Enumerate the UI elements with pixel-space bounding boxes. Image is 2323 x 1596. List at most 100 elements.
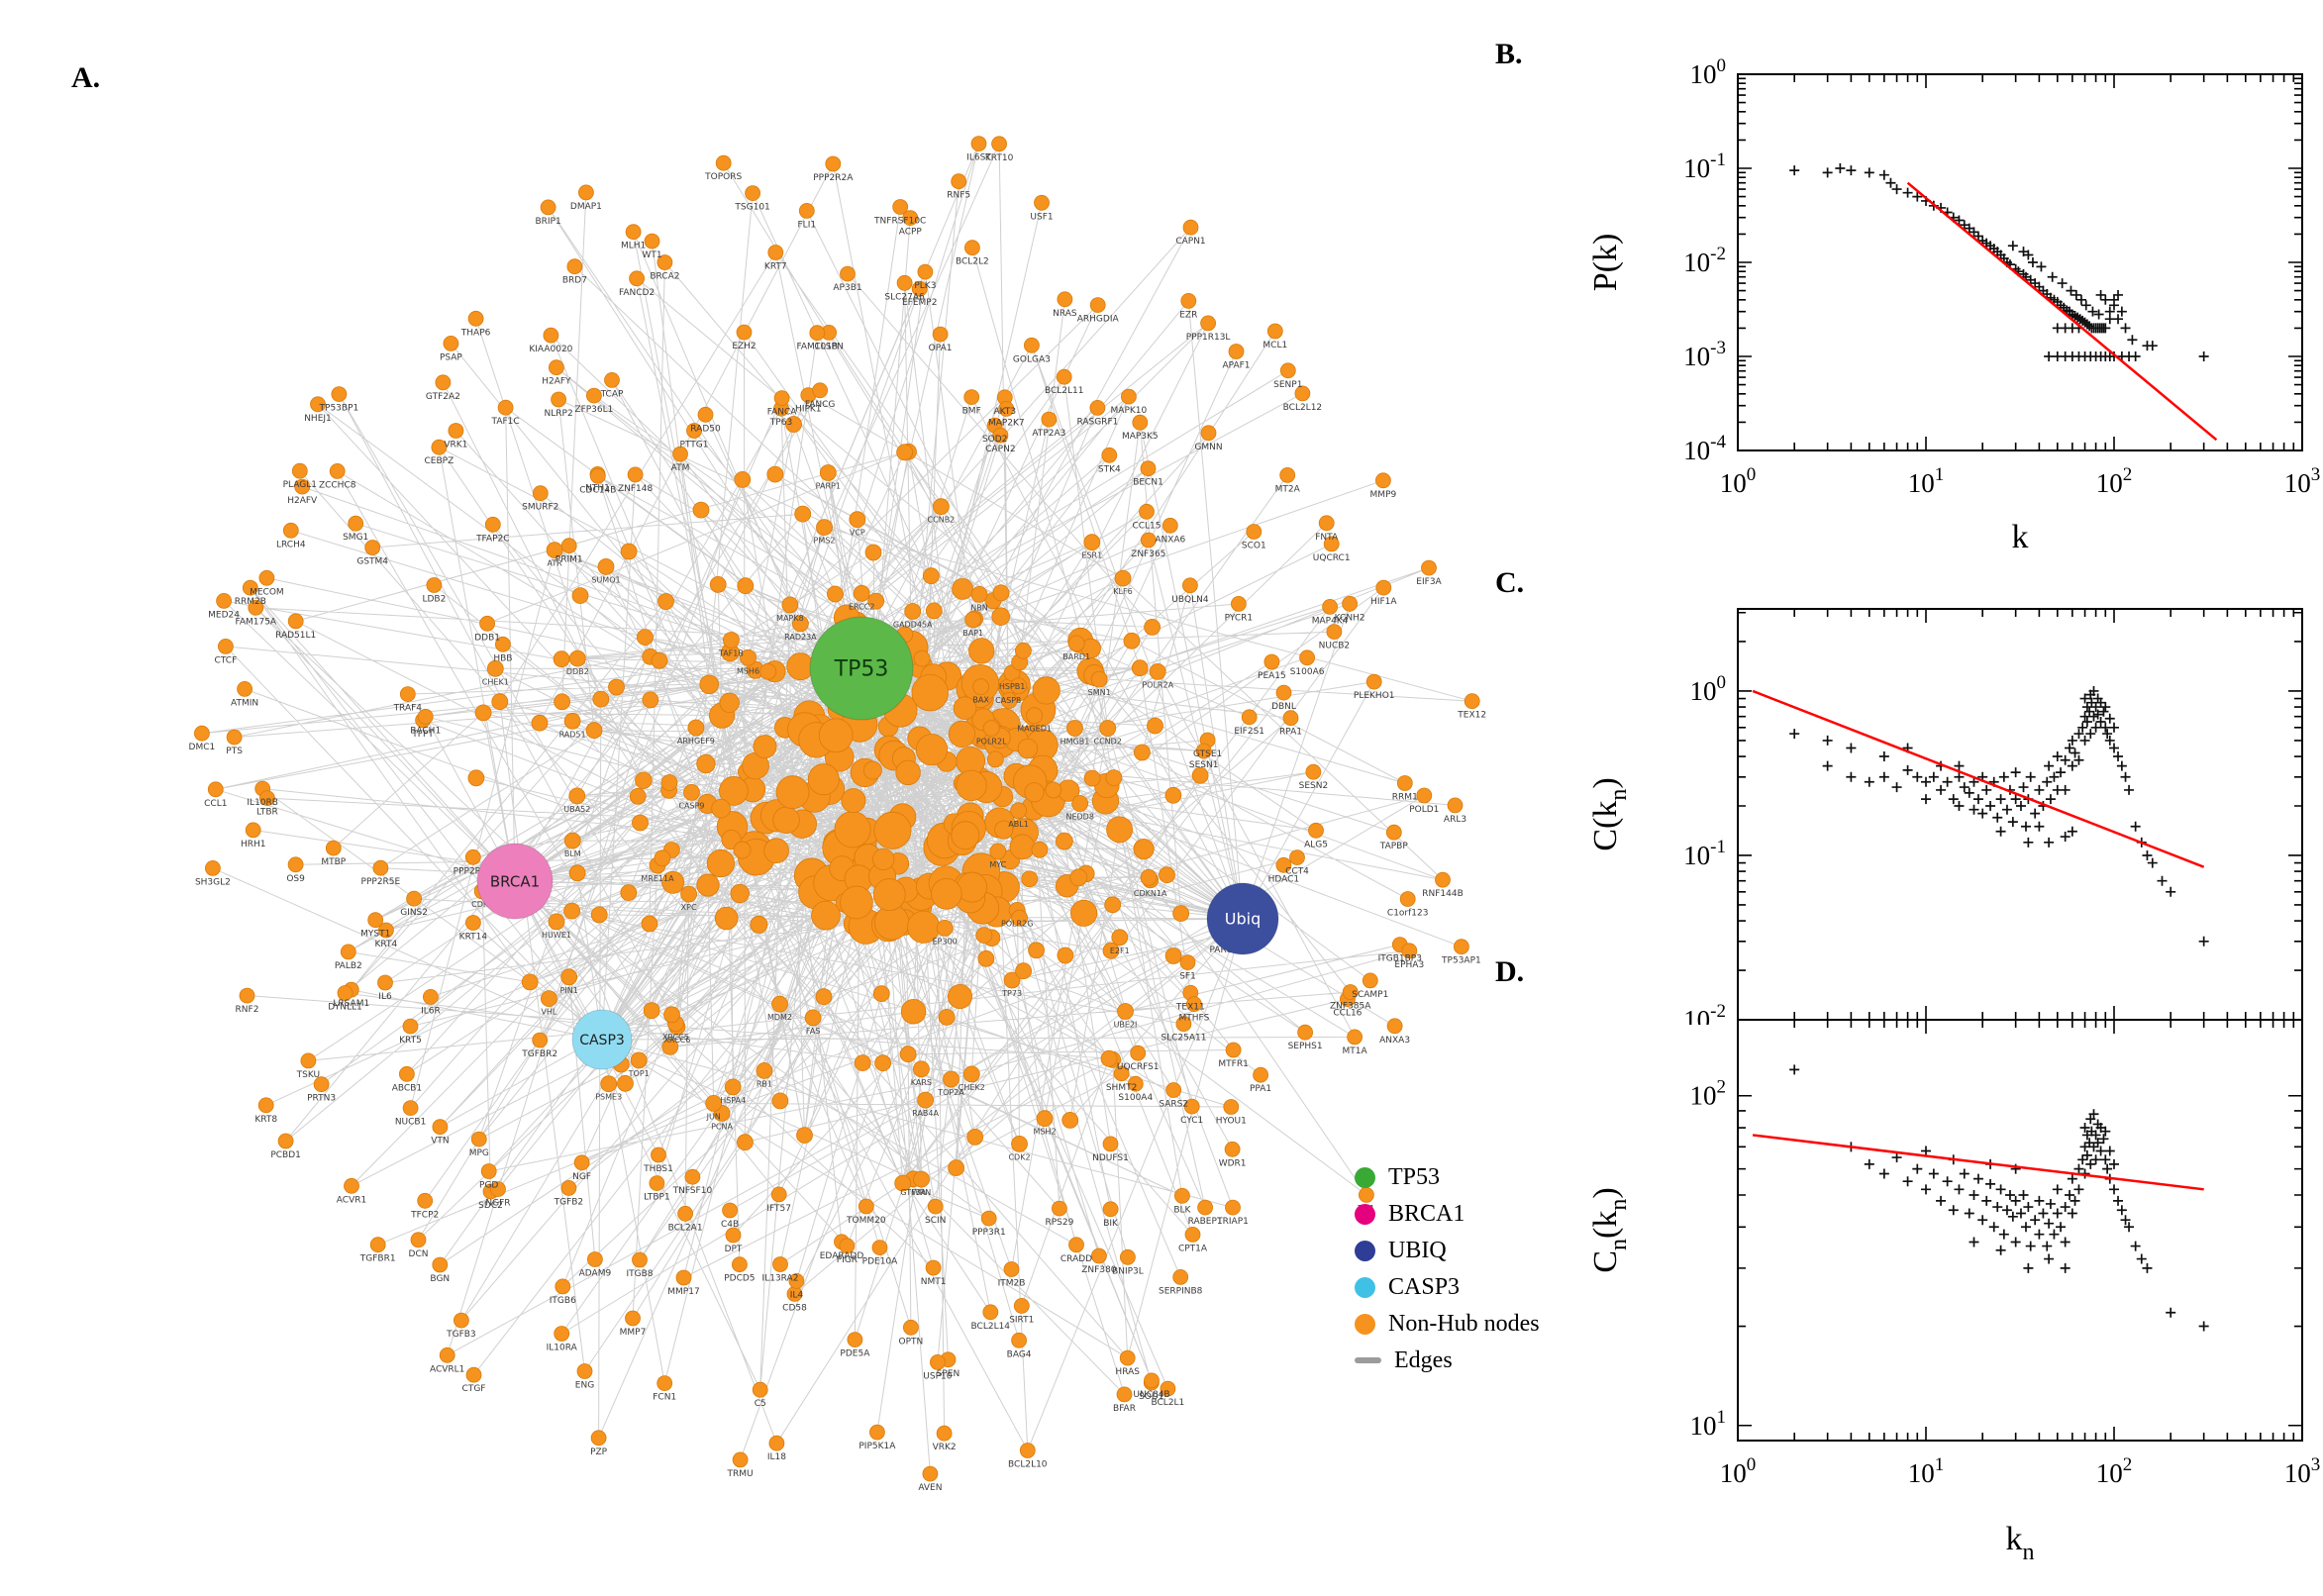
hub-node-tp53: [809, 616, 914, 721]
svg-text:DMAP1: DMAP1: [570, 202, 602, 212]
svg-text:EZR: EZR: [1179, 310, 1197, 320]
svg-text:CPT1A: CPT1A: [1178, 1244, 1208, 1253]
panel-d-label: D.: [1495, 955, 1525, 988]
svg-text:NMT1: NMT1: [921, 1277, 947, 1287]
legend-item-edges: Edges: [1355, 1347, 1540, 1373]
svg-text:EDARADD: EDARADD: [820, 1251, 864, 1261]
svg-text:WRN: WRN: [912, 1188, 931, 1197]
svg-text:EIF3A: EIF3A: [1416, 577, 1442, 587]
svg-text:RRM1: RRM1: [1392, 793, 1418, 803]
svg-text:PPP2R5C: PPP2R5C: [454, 866, 493, 876]
svg-text:kn: kn: [2006, 1521, 2035, 1565]
svg-text:WDR1: WDR1: [1219, 1158, 1247, 1168]
svg-text:BAG4: BAG4: [1007, 1349, 1032, 1359]
svg-text:TFCP2: TFCP2: [410, 1210, 439, 1220]
svg-text:SMURF2: SMURF2: [522, 503, 558, 513]
svg-text:TP73: TP73: [1001, 989, 1022, 998]
svg-text:S100A4: S100A4: [1118, 1093, 1153, 1103]
svg-text:MMP17: MMP17: [667, 1287, 699, 1297]
network-graph-panel-a: NEDD8 KARS DDB2 PCNA SMN1 UBA52 VCP VHL RAD23A RA…: [189, 136, 1486, 1493]
svg-text:PCNA: PCNA: [711, 1122, 733, 1131]
svg-text:10-2: 10-2: [1683, 1001, 1726, 1025]
svg-text:TNFSF10: TNFSF10: [672, 1186, 713, 1196]
svg-text:NUCB2: NUCB2: [1319, 642, 1351, 651]
svg-text:102: 102: [2096, 1454, 2133, 1488]
legend-item-label: UBIQ: [1388, 1237, 1447, 1263]
svg-text:ENG: ENG: [575, 1381, 594, 1391]
svg-text:HIPK1: HIPK1: [795, 405, 821, 415]
svg-text:SCIN: SCIN: [925, 1216, 946, 1226]
svg-text:PTTG1: PTTG1: [680, 441, 709, 450]
svg-text:CD58: CD58: [782, 1303, 807, 1313]
svg-text:EFEMP2: EFEMP2: [902, 298, 937, 308]
svg-text:Cn(kn): Cn(kn): [1587, 1187, 1632, 1272]
svg-text:KCNH2: KCNH2: [1335, 613, 1365, 623]
svg-text:UQCRFS1: UQCRFS1: [1117, 1062, 1160, 1072]
svg-text:MTBP: MTBP: [321, 857, 346, 867]
svg-text:POLR2G: POLR2G: [1001, 919, 1033, 928]
svg-text:SCO1: SCO1: [1242, 542, 1266, 551]
svg-text:ABL1: ABL1: [1008, 820, 1029, 829]
svg-text:CHEK1: CHEK1: [482, 677, 509, 686]
svg-text:BECN1: BECN1: [1133, 478, 1163, 488]
chart-neighborhood-connectivity: 100 101 102 103 102 101 kn Cn(kn): [1587, 1019, 2320, 1565]
svg-text:CDK2: CDK2: [1008, 1152, 1030, 1161]
svg-text:MED24: MED24: [208, 610, 240, 620]
svg-text:MYC: MYC: [989, 860, 1006, 869]
svg-text:RNF2: RNF2: [236, 1005, 259, 1015]
svg-text:SPEN: SPEN: [937, 1369, 960, 1379]
svg-text:MTHFS: MTHFS: [1179, 1014, 1210, 1024]
svg-text:SIRT1: SIRT1: [1009, 1315, 1034, 1325]
panel-b-label: B.: [1495, 38, 1523, 70]
svg-text:IL6R: IL6R: [421, 1006, 441, 1016]
svg-text:MAP4K4: MAP4K4: [1312, 616, 1349, 626]
svg-text:EIF2S1: EIF2S1: [1234, 727, 1264, 737]
svg-text:ADAM9: ADAM9: [579, 1269, 612, 1279]
svg-text:BAP1: BAP1: [962, 629, 983, 638]
svg-text:10-4: 10-4: [1683, 432, 1726, 465]
svg-text:TCAP: TCAP: [600, 389, 624, 399]
svg-text:CCL16: CCL16: [1333, 1009, 1362, 1019]
svg-text:PPP2R2A: PPP2R2A: [813, 173, 854, 183]
svg-text:NEDD8: NEDD8: [1065, 813, 1093, 822]
svg-text:BCL2A1: BCL2A1: [668, 1223, 703, 1233]
svg-text:WT1: WT1: [642, 250, 661, 260]
svg-text:CCL15: CCL15: [1132, 521, 1161, 531]
svg-text:HMGB1: HMGB1: [1060, 738, 1090, 747]
svg-text:GTSE1: GTSE1: [1193, 749, 1222, 759]
svg-text:ESR1: ESR1: [1081, 551, 1102, 560]
svg-text:TSG101: TSG101: [734, 203, 769, 213]
svg-text:MTFR1: MTFR1: [1218, 1059, 1248, 1069]
svg-text:RABEP1: RABEP1: [1188, 1217, 1223, 1227]
svg-text:AVEN: AVEN: [918, 1483, 942, 1493]
node-swatch-icon: [1355, 1203, 1375, 1225]
fit-line: [1906, 181, 2218, 442]
node-swatch-icon: [1355, 1240, 1375, 1261]
svg-text:GOLGA3: GOLGA3: [1013, 354, 1051, 364]
svg-text:IL4: IL4: [790, 1290, 804, 1300]
node-swatch-icon: [1355, 1313, 1375, 1335]
legend-item-non-hub-nodes: Non-Hub nodes: [1355, 1311, 1540, 1337]
svg-text:FANCG: FANCG: [805, 400, 836, 410]
svg-text:BRCA2: BRCA2: [650, 272, 679, 282]
svg-text:CTCF: CTCF: [215, 655, 238, 665]
svg-text:PCBD1: PCBD1: [270, 1150, 301, 1160]
svg-text:UBA52: UBA52: [563, 805, 590, 814]
svg-text:TGFB3: TGFB3: [446, 1330, 476, 1340]
svg-text:Ubiq: Ubiq: [1225, 910, 1261, 929]
svg-text:PZP: PZP: [590, 1447, 608, 1457]
svg-text:RASGRF1: RASGRF1: [1076, 417, 1118, 427]
svg-text:NDUFS1: NDUFS1: [1092, 1153, 1129, 1163]
svg-text:ZCCHC8: ZCCHC8: [319, 480, 356, 490]
svg-text:THBS1: THBS1: [643, 1164, 673, 1174]
edge-swatch-icon: [1355, 1357, 1381, 1363]
svg-text:TOPORS: TOPORS: [704, 172, 742, 182]
svg-text:SF1: SF1: [1179, 972, 1196, 982]
svg-text:VCP: VCP: [850, 529, 865, 538]
svg-text:MLH1: MLH1: [621, 242, 646, 251]
svg-text:VTN: VTN: [431, 1137, 449, 1147]
svg-text:PEA15: PEA15: [1258, 671, 1286, 681]
svg-text:LRSAM1: LRSAM1: [333, 999, 369, 1009]
svg-text:PYCR1: PYCR1: [1225, 613, 1254, 623]
